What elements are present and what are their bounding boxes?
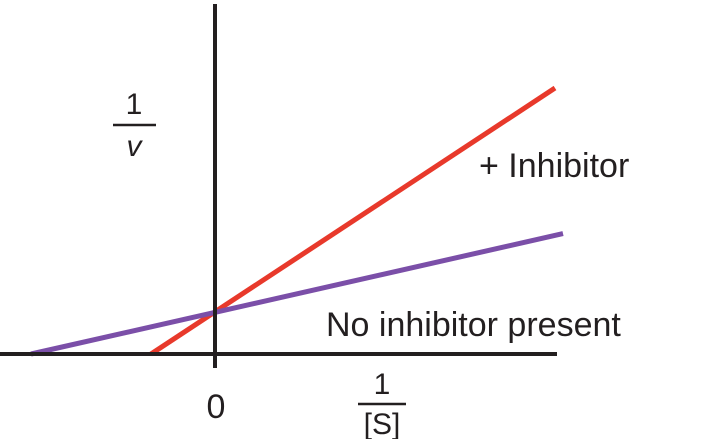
series-line-no-inhibitor <box>30 231 564 357</box>
y-axis-label-denominator: v <box>127 130 144 163</box>
x-axis-label-numerator: 1 <box>374 368 391 401</box>
series-label-inhibitor: + Inhibitor <box>479 147 629 185</box>
x-axis-label-denominator: [S] <box>364 408 401 439</box>
x-axis-label: 1 [S] <box>358 368 406 439</box>
series-label-no-inhibitor: No inhibitor present <box>326 306 621 344</box>
y-axis-label: 1 v <box>113 88 156 163</box>
series-layer <box>30 85 564 357</box>
x-tick-label-0: 0 <box>207 388 226 426</box>
y-axis-label-numerator: 1 <box>126 88 143 121</box>
